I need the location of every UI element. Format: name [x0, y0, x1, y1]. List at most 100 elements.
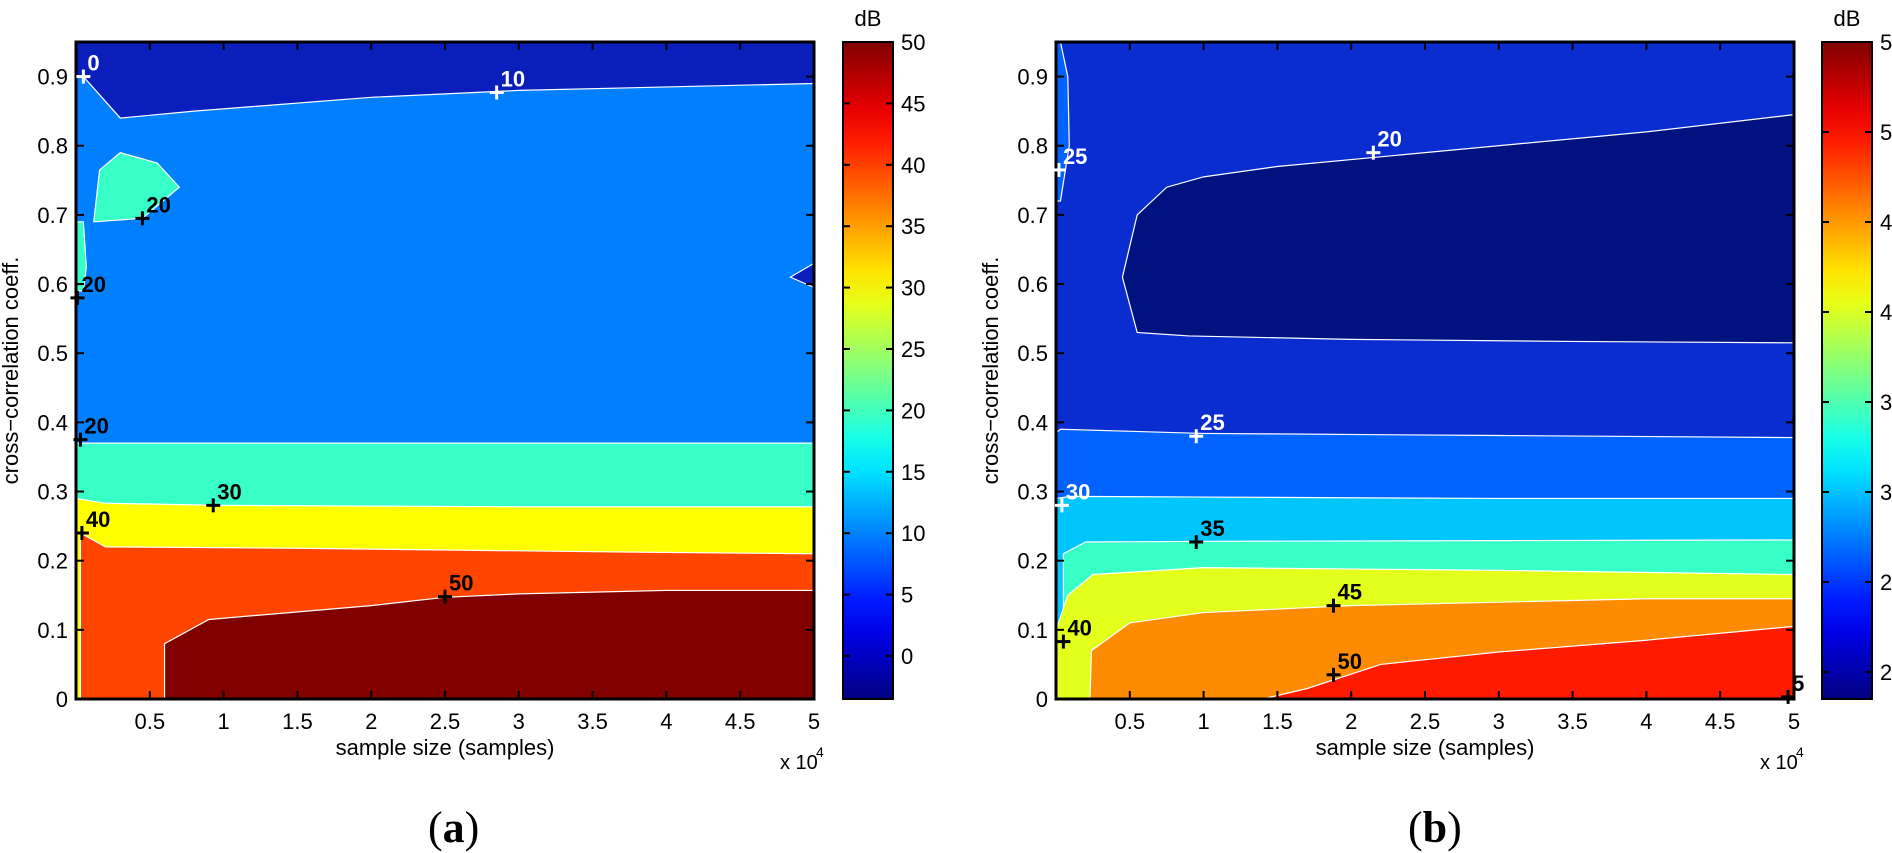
- panel-b-ylabel: cross−correlation coeff.: [978, 257, 1003, 485]
- panel-a-colorbar-tick-label: 40: [901, 153, 925, 178]
- panel-a-contour-label: 0: [87, 51, 99, 76]
- panel-b-colorbar-label: dB: [1834, 6, 1861, 31]
- panel-a-y-tick-label: 0.1: [37, 618, 68, 643]
- panel-b-colorbar-tick-label: 35: [1880, 390, 1892, 415]
- panel-b-x-exponent-power: 4: [1796, 744, 1804, 760]
- panel-b-colorbar-tick-label: 50: [1880, 120, 1892, 145]
- panel-b-y-tick-label: 0.5: [1017, 341, 1048, 366]
- panel-a-y-tick-label: 0.5: [37, 341, 68, 366]
- panel-a-contour-label: 40: [86, 507, 110, 532]
- panel-b-contour-label: 30: [1066, 479, 1090, 504]
- panel-b-colorbar-tick-label: 20: [1880, 660, 1892, 685]
- panel-a-colorbar-tick-label: 50: [901, 30, 925, 55]
- panel-a-y-tick-label: 0.9: [37, 65, 68, 90]
- panel-a-colorbar-tick-label: 35: [901, 214, 925, 239]
- panel-a-ylabel: cross−correlation coeff.: [0, 257, 23, 485]
- panel-a-y-tick-label: 0: [56, 687, 68, 712]
- panel-b-island-0: [1121, 114, 1794, 344]
- panel-b-y-tick-label: 0.2: [1017, 549, 1048, 574]
- panel-b-y-tick-label: 0.6: [1017, 272, 1048, 297]
- panel-a-x-tick-label: 5: [808, 709, 820, 734]
- panel-a-contour-label: 10: [501, 66, 525, 91]
- panel-b-y-tick-label: 0.9: [1017, 65, 1048, 90]
- panel-b-y-tick-label: 0.3: [1017, 480, 1048, 505]
- panel-b-x-tick-label: 2.5: [1410, 709, 1441, 734]
- panel-a-colorbar-tick-label: 15: [901, 460, 925, 485]
- panel-a-y-tick-label: 0.6: [37, 272, 68, 297]
- panel-a-contour-label: 20: [84, 414, 108, 439]
- panel-b-x-tick-label: 2: [1345, 709, 1357, 734]
- panel-b-x-tick-label: 4.5: [1705, 709, 1736, 734]
- panel-a-plot: 0.5 1 1.5 2 2.5 3 3.5 4 4.5 500.10.20.30.40.50.60…: [0, 40, 824, 774]
- panel-b-plot: 0.5 1 1.5 2 2.5 3 3.5 4 4.5 500.10.20.30.40.50.60…: [978, 40, 1804, 774]
- panel-a-x-tick-label: 1: [217, 709, 229, 734]
- panel-a-island-1: [76, 221, 87, 292]
- panel-a-island-2: [789, 262, 814, 289]
- panel-b-colorbar-tick-label: 40: [1880, 300, 1892, 325]
- panel-b-contour-label: 40: [1067, 616, 1091, 641]
- panel-b-y-tick-label: 0: [1036, 687, 1048, 712]
- panel-a-colorbar-tick-label: 20: [901, 398, 925, 423]
- panel-b-colorbar-tick-label: 55: [1880, 30, 1892, 55]
- panel-a-y-tick-label: 0.7: [37, 203, 68, 228]
- panel-b-island-1: [1056, 42, 1070, 202]
- panel-a-x-tick-label: 3.5: [577, 709, 608, 734]
- panel-a-colorbar-tick-label: 25: [901, 337, 925, 362]
- panel-b-contour-label: 45: [1337, 580, 1361, 605]
- panel-a-y-tick-label: 0.8: [37, 134, 68, 159]
- panel-a-x-exponent: x 10: [780, 752, 818, 774]
- panel-b-x-tick-label: 5: [1788, 709, 1800, 734]
- panel-a-y-tick-label: 0.4: [37, 410, 68, 435]
- panel-b-y-tick-label: 0.4: [1017, 410, 1048, 435]
- panel-b-contour-label: 20: [1377, 127, 1401, 152]
- panel-b-contour-label: 50: [1337, 649, 1361, 674]
- panel-b-caption: (b): [1408, 803, 1462, 852]
- panel-b-x-exponent: x 10: [1760, 752, 1798, 774]
- panel-a-y-tick-label: 0.2: [37, 549, 68, 574]
- panel-b-contour-label: 25: [1200, 410, 1224, 435]
- panel-a-contour-label: 30: [217, 479, 241, 504]
- panel-a-x-tick-label: 2: [365, 709, 377, 734]
- panel-a-x-tick-label: 3: [513, 709, 525, 734]
- panel-a-colorbar: 0 5 10 15 20 25 30 35 40 45 50 dB: [842, 6, 925, 700]
- panel-b-colorbar-tick-label: 30: [1880, 480, 1892, 505]
- panel-a-colorbar-tick-label: 10: [901, 521, 925, 546]
- panel-a-xlabel: sample size (samples): [336, 735, 555, 760]
- panel-b-contour-label: 35: [1200, 516, 1224, 541]
- panel-a-x-exponent-power: 4: [816, 744, 824, 760]
- panel-b-x-tick-label: 0.5: [1115, 709, 1146, 734]
- panel-b-x-tick-label: 1.5: [1262, 709, 1293, 734]
- panel-b-colorbar-tick-label: 45: [1880, 210, 1892, 235]
- panel-a-x-tick-label: 1.5: [282, 709, 313, 734]
- panel-a-colorbar-tick-label: 30: [901, 276, 925, 301]
- panel-b-contour-label: 25: [1063, 144, 1087, 169]
- panel-a-x-tick-label: 0.5: [135, 709, 166, 734]
- panel-b-y-tick-label: 0.7: [1017, 203, 1048, 228]
- panel-b-colorbar-tick-label: 25: [1880, 570, 1892, 595]
- panel-b-x-tick-label: 3: [1493, 709, 1505, 734]
- panel-b-x-tick-label: 3.5: [1557, 709, 1588, 734]
- panel-a-y-tick-label: 0.3: [37, 480, 68, 505]
- panel-b-y-tick-label: 0.8: [1017, 134, 1048, 159]
- panel-a-x-tick-label: 4.5: [725, 709, 756, 734]
- panel-a-colorbar-label: dB: [855, 6, 882, 31]
- panel-b-x-tick-label: 4: [1640, 709, 1652, 734]
- panel-a-colorbar-tick-label: 5: [901, 583, 913, 608]
- panel-b-colorbar: 20 25 30 35 40 45 50 55 dB: [1821, 6, 1892, 700]
- panel-b-xlabel: sample size (samples): [1316, 735, 1535, 760]
- panel-a-colorbar-gradient: [842, 41, 894, 700]
- panel-b-x-tick-label: 1: [1197, 709, 1209, 734]
- panel-b-y-tick-label: 0.1: [1017, 618, 1048, 643]
- panel-a-contour-label: 20: [146, 192, 170, 217]
- panel-a-colorbar-tick-label: 0: [901, 644, 913, 669]
- panel-a-colorbar-tick-label: 45: [901, 91, 925, 116]
- panel-a-contour-label: 50: [449, 571, 473, 596]
- panel-b-colorbar-gradient: [1821, 41, 1873, 700]
- panel-a-caption: (a): [428, 803, 480, 852]
- panel-a-x-tick-label: 4: [660, 709, 672, 734]
- panel-b-band-55: [1262, 625, 1794, 699]
- panel-a-x-tick-label: 2.5: [430, 709, 461, 734]
- panel-b-contour-label: 5: [1792, 671, 1804, 696]
- panel-a-contour-label: 20: [81, 272, 105, 297]
